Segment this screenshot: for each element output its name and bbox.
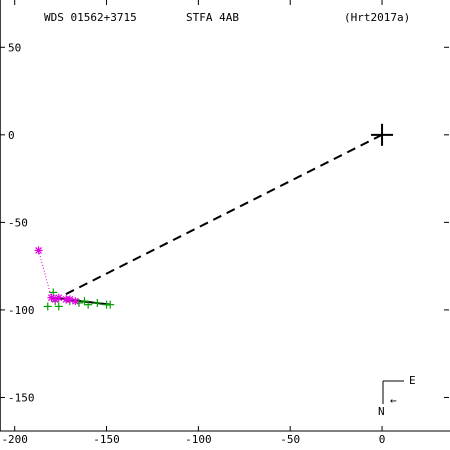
measure-point-plus: [106, 300, 115, 309]
measure-point-asterisk: [65, 295, 74, 304]
measure-point-asterisk: [54, 293, 63, 302]
x-tick-label: -100: [185, 433, 212, 446]
measure-point-plus: [54, 302, 63, 311]
y-tick-label: -100: [8, 304, 35, 317]
measure-point-plus: [84, 300, 93, 309]
x-tick-label: 0: [379, 433, 386, 446]
compass-motion-arrow-icon: ←: [390, 394, 397, 407]
orbit-lines: [38, 133, 383, 306]
y-tick-label: 0: [8, 129, 15, 142]
measure-point-plus: [43, 302, 52, 311]
header-designation: WDS 01562+3715: [44, 11, 137, 24]
measure-point-plus: [80, 297, 89, 306]
x-tick-label: -200: [1, 433, 28, 446]
measure-point-plus: [93, 298, 102, 307]
measure-point-asterisk: [71, 297, 80, 306]
plot-axes: [0, 0, 450, 432]
header-pair-name: STFA 4AB: [186, 11, 239, 24]
compass-north-label: N: [378, 405, 385, 418]
node-line-dashed: [58, 133, 383, 299]
primary-star-marker: [371, 123, 394, 146]
compass-indicator: E N ←: [378, 374, 416, 418]
measurement-marks: [34, 123, 394, 311]
y-tick-label: -50: [8, 216, 28, 229]
x-tick-label: -50: [280, 433, 300, 446]
y-tick-label: -150: [8, 391, 35, 404]
x-tick-label: -150: [93, 433, 120, 446]
measure-point-asterisk: [34, 246, 43, 255]
y-tick-label: 50: [8, 41, 21, 54]
compass-east-label: E: [409, 374, 416, 387]
header-reference: (Hrt2017a): [344, 11, 410, 24]
residual-link-dotted: [38, 250, 52, 298]
